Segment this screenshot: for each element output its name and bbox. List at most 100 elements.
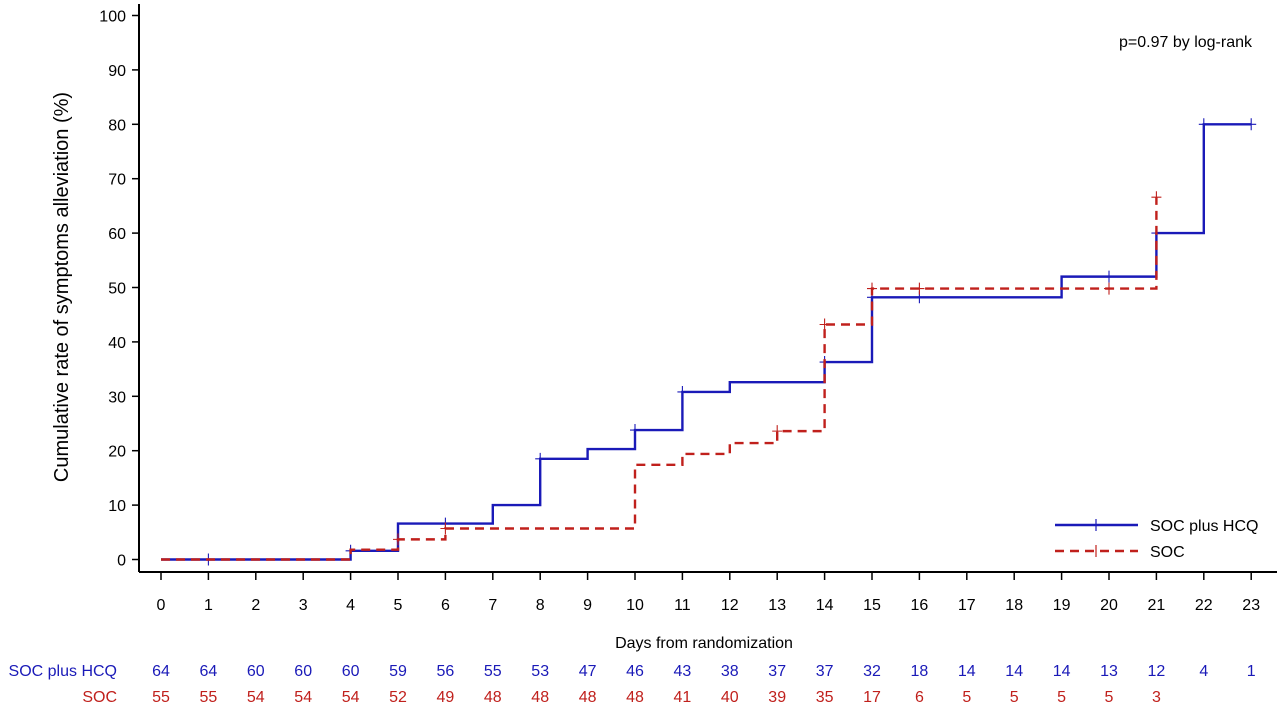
y-axis-title: Cumulative rate of symptoms alleviation … (51, 92, 73, 482)
risk-value: 59 (389, 663, 407, 680)
x-tick-label: 2 (251, 597, 260, 614)
x-tick-label: 11 (674, 597, 691, 614)
risk-value: 48 (626, 689, 644, 706)
risk-value: 56 (437, 663, 455, 680)
y-tick-label: 90 (108, 63, 126, 80)
risk-value: 48 (484, 689, 502, 706)
p-value-annotation: p=0.97 by log-rank (1119, 34, 1253, 51)
y-tick-label: 50 (108, 281, 126, 298)
x-axis-title: Days from randomization (615, 635, 793, 652)
y-tick-label: 10 (108, 498, 126, 515)
x-tick-label: 19 (1053, 597, 1071, 614)
y-tick-label: 40 (108, 335, 126, 352)
risk-value: 38 (721, 663, 739, 680)
x-tick-label: 6 (441, 597, 450, 614)
censor-mark-soc (914, 282, 925, 295)
censor-mark-soc (819, 318, 830, 331)
risk-value: 48 (531, 689, 549, 706)
risk-value: 53 (531, 663, 549, 680)
x-tick-label: 4 (346, 597, 355, 614)
risk-value: 46 (626, 663, 644, 680)
y-tick-label: 60 (108, 226, 126, 243)
y-tick-label: 80 (108, 117, 126, 134)
risk-value: 4 (1199, 663, 1208, 680)
risk-value: 54 (294, 689, 312, 706)
risk-value: 64 (200, 663, 218, 680)
risk-value: 5 (1057, 689, 1066, 706)
risk-value: 60 (342, 663, 360, 680)
x-tick-label: 12 (721, 597, 739, 614)
x-tick-label: 8 (536, 597, 545, 614)
y-tick-label: 30 (108, 389, 126, 406)
censor-mark-soc (1104, 282, 1114, 295)
censor-mark-soc (1151, 191, 1162, 204)
censor-mark-soc-plus-hcq (535, 452, 546, 465)
risk-value: 32 (863, 663, 881, 680)
censor-mark-soc-plus-hcq (1104, 270, 1114, 283)
risk-row-label: SOC (82, 689, 117, 706)
series-line-soc-plus-hcq (161, 123, 1252, 561)
risk-value: 37 (816, 663, 834, 680)
risk-value: 3 (1152, 689, 1161, 706)
risk-value: 64 (152, 663, 170, 680)
risk-value: 52 (389, 689, 407, 706)
x-tick-label: 14 (816, 597, 834, 614)
x-tick-label: 5 (394, 597, 403, 614)
risk-value: 13 (1100, 663, 1118, 680)
risk-value: 43 (674, 663, 692, 680)
risk-value: 18 (911, 663, 929, 680)
risk-value: 48 (579, 689, 597, 706)
censor-mark-soc (440, 522, 451, 535)
legend-label-soc: SOC (1150, 544, 1185, 561)
x-tick-label: 13 (768, 597, 786, 614)
x-tick-label: 20 (1100, 597, 1118, 614)
x-tick-label: 0 (157, 597, 166, 614)
series-line-soc (161, 197, 1158, 561)
x-tick-label: 22 (1195, 597, 1213, 614)
series-layer (161, 118, 1257, 566)
axes (132, 4, 1277, 580)
risk-value: 37 (768, 663, 786, 680)
x-tick-label: 10 (626, 597, 644, 614)
risk-row-label: SOC plus HCQ (9, 663, 117, 680)
risk-value: 14 (1005, 663, 1023, 680)
x-tick-label: 15 (863, 597, 881, 614)
risk-value: 41 (674, 689, 692, 706)
censor-mark-soc-plus-hcq (1198, 118, 1209, 131)
risk-value: 55 (484, 663, 502, 680)
censor-mark-soc-plus-hcq (1246, 118, 1257, 131)
risk-value: 39 (768, 689, 786, 706)
y-tick-label: 0 (117, 553, 126, 570)
risk-table: SOC plus HCQ 64 64 60 60 60 59 56 55 53 47 46 43 38 37… (9, 663, 1256, 706)
risk-value: 47 (579, 663, 597, 680)
risk-value: 54 (247, 689, 265, 706)
risk-value: 17 (863, 689, 881, 706)
risk-value: 1 (1247, 663, 1256, 680)
x-tick-label: 21 (1148, 597, 1166, 614)
risk-value: 55 (152, 689, 170, 706)
x-tick-label: 17 (958, 597, 976, 614)
risk-value: 6 (915, 689, 924, 706)
risk-value: 60 (294, 663, 312, 680)
censor-mark-soc-plus-hcq (677, 385, 688, 398)
risk-value: 60 (247, 663, 265, 680)
risk-value: 55 (200, 689, 218, 706)
x-tick-label: 9 (583, 597, 592, 614)
censor-mark-soc (393, 533, 403, 546)
censor-mark-soc (867, 282, 877, 295)
y-tick-label: 100 (99, 9, 126, 26)
risk-value: 5 (962, 689, 971, 706)
risk-value: 35 (816, 689, 834, 706)
risk-value: 40 (721, 689, 739, 706)
risk-value: 5 (1010, 689, 1019, 706)
risk-value: 49 (437, 689, 455, 706)
legend-label-soc-plus-hcq: SOC plus HCQ (1150, 518, 1258, 535)
x-tick-label: 18 (1005, 597, 1023, 614)
risk-value: 12 (1148, 663, 1166, 680)
risk-value: 5 (1105, 689, 1114, 706)
y-tick-label: 20 (108, 444, 126, 461)
x-tick-label: 1 (204, 597, 213, 614)
x-tick-label: 7 (488, 597, 497, 614)
x-tick-label: 23 (1242, 597, 1260, 614)
